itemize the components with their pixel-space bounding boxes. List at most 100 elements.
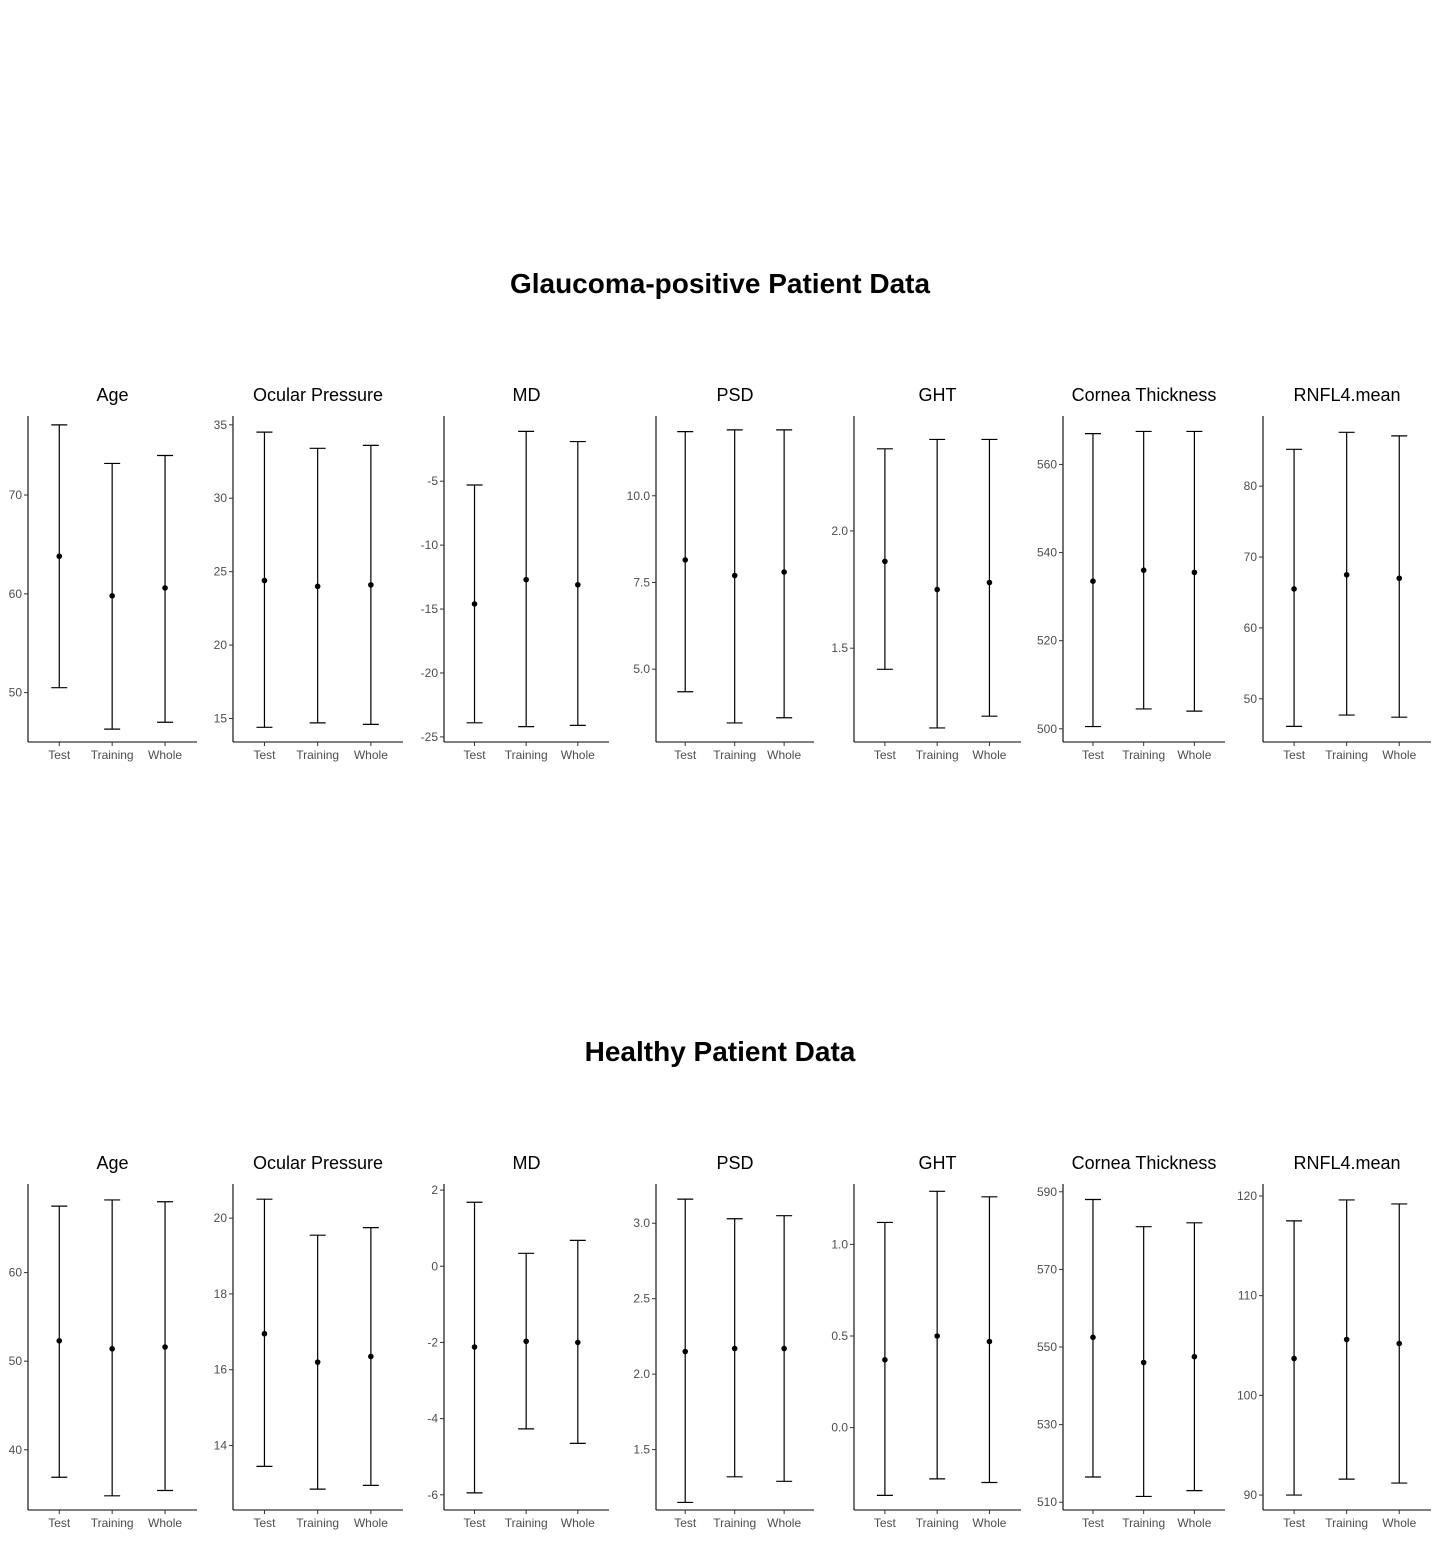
x-tick-label: Whole [1177,1516,1211,1530]
y-tick-label: -20 [421,666,439,680]
healthy-panel-ght: GHT 0.0 0.5 1.0 Test Training Whole [831,1153,1021,1530]
y-tick-label: 18 [214,1287,228,1301]
healthy-panel-ocular-pressure: Ocular Pressure 14 16 18 20 Test Training Whole [214,1153,403,1530]
panel-title: PSD [716,385,753,405]
y-tick-label: 90 [1244,1488,1258,1502]
x-tick-label: Whole [354,748,388,762]
mean-point-training [109,1345,115,1352]
y-tick-label: -2 [427,1335,438,1349]
y-tick-label: 1.5 [831,641,848,655]
y-tick-label: 520 [1037,634,1057,648]
mean-point-test [1291,1355,1297,1362]
mean-point-training [523,1338,529,1345]
mean-point-whole [1396,575,1403,582]
x-tick-label: Test [674,748,697,762]
x-tick-label: Whole [1177,748,1211,762]
x-tick-label: Training [505,1516,548,1530]
mean-point-whole [162,1344,168,1350]
y-tick-label: 20 [214,638,228,652]
section-title-healthy: Healthy Patient Data [584,1036,856,1067]
y-tick-label: 16 [214,1363,228,1377]
glaucoma-panel-ght: GHT 1.5 2.0 Test Training Whole [831,385,1021,762]
y-tick-label: 2.5 [633,1292,650,1306]
x-tick-label: Test [464,1516,487,1530]
mean-point-whole [162,585,168,591]
mean-point-test [682,557,689,563]
mean-point-test [471,1344,478,1350]
x-tick-label: Training [296,1516,339,1530]
x-tick-label: Test [674,1516,697,1530]
y-tick-label: 0 [431,1259,438,1273]
x-tick-label: Training [1122,748,1165,762]
mean-point-training [314,1359,321,1365]
x-tick-label: Test [874,748,897,762]
y-tick-label: 35 [214,418,228,432]
healthy-panel-rnfl4-mean: RNFL4.mean 90 100 110 120 Test Training Whole [1237,1153,1431,1530]
y-tick-label: 60 [9,587,23,601]
panel-title: Age [96,1153,128,1173]
y-tick-label: -25 [421,730,439,744]
x-tick-label: Training [1325,1516,1368,1530]
y-tick-label: 70 [9,488,23,502]
mean-point-training [731,572,738,579]
mean-point-whole [986,1338,993,1345]
y-tick-label: 20 [214,1211,228,1225]
panel-title: PSD [716,1153,753,1173]
x-tick-label: Whole [148,1516,182,1530]
panel-title: RNFL4.mean [1293,385,1400,405]
y-tick-label: 590 [1037,1185,1057,1199]
mean-point-test [56,553,63,560]
glaucoma-panel-rnfl4-mean: RNFL4.mean 50 60 70 80 Test Training Whole [1244,385,1431,762]
x-tick-label: Training [1325,748,1368,762]
y-tick-label: 80 [1244,479,1258,493]
y-tick-label: 120 [1237,1189,1257,1203]
x-tick-label: Whole [767,748,801,762]
y-tick-label: 510 [1037,1495,1057,1509]
x-tick-label: Whole [561,748,595,762]
x-tick-label: Test [48,1516,71,1530]
panel-title: Cornea Thickness [1072,1153,1217,1173]
y-tick-label: 2.0 [831,524,848,538]
mean-point-test [261,577,268,584]
mean-point-training [934,586,940,593]
panel-title: Ocular Pressure [253,1153,383,1173]
x-tick-label: Test [48,748,71,762]
mean-point-test [682,1348,689,1355]
mean-point-training [1140,1359,1147,1366]
x-tick-label: Test [464,748,487,762]
y-tick-label: -6 [427,1488,438,1502]
x-tick-label: Training [91,1516,134,1530]
y-tick-label: 500 [1037,722,1057,736]
x-tick-label: Test [1283,1516,1306,1530]
y-tick-label: 25 [214,565,228,579]
y-tick-label: -10 [421,538,439,552]
mean-point-test [471,601,478,607]
mean-point-whole [1191,569,1198,576]
y-tick-label: 2 [431,1183,438,1197]
x-tick-label: Whole [354,1516,388,1530]
panel-title: MD [513,1153,541,1173]
y-tick-label: 50 [1244,692,1258,706]
x-tick-label: Test [253,1516,276,1530]
section-title-glaucoma: Glaucoma-positive Patient Data [509,268,931,299]
y-tick-label: 3.0 [633,1216,650,1230]
y-tick-label: 60 [9,1266,23,1280]
x-tick-label: Training [296,748,339,762]
mean-point-whole [368,582,374,588]
y-tick-label: 10.0 [627,489,651,503]
mean-point-whole [986,579,993,586]
y-tick-label: -15 [421,602,439,616]
y-tick-label: 560 [1037,457,1057,471]
glaucoma-panel-md: MD -25 -20 -15 -10 -5 Test Training Whole [421,385,609,762]
y-tick-label: 570 [1037,1262,1057,1276]
mean-point-whole [575,1339,581,1346]
mean-point-test [1090,578,1096,585]
mean-point-training [1140,567,1147,573]
panel-title: Age [96,385,128,405]
x-tick-label: Test [253,748,276,762]
glaucoma-panel-age: Age 50 60 70 Test Training Whole [9,385,197,762]
mean-point-test [1291,586,1297,592]
x-tick-label: Training [505,748,548,762]
